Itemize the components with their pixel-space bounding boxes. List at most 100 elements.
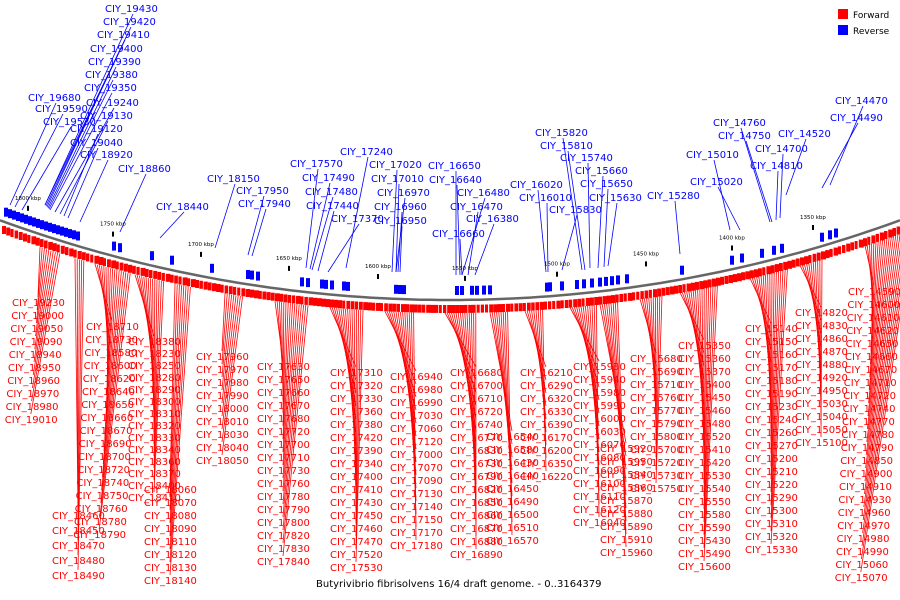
reverse-gene-arrow <box>820 232 824 242</box>
forward-gene-label: CIY_18450 <box>52 526 105 537</box>
forward-leader-line <box>30 253 61 415</box>
forward-gene-arrow <box>678 285 682 293</box>
forward-leader-line <box>98 273 131 530</box>
forward-gene-label: CIY_14620 <box>846 326 899 337</box>
forward-gene-label: CIY_14830 <box>795 321 848 332</box>
forward-gene-label: CIY_18300 <box>128 397 181 408</box>
forward-gene-label: CIY_15480 <box>678 419 731 430</box>
forward-gene-arrow <box>623 293 627 302</box>
forward-gene-label: CIY_16880 <box>450 537 503 548</box>
reverse-gene-label: CIY_18860 <box>118 164 171 175</box>
forward-gene-label: CIY_14970 <box>837 521 890 532</box>
forward-gene-label: CIY_15310 <box>745 519 798 530</box>
forward-gene-arrow <box>522 303 526 311</box>
forward-gene-label: CIY_15410 <box>678 445 731 456</box>
reverse-gene-arrow <box>250 270 254 280</box>
forward-gene-label: CIY_17730 <box>257 466 310 477</box>
forward-gene-arrow <box>304 296 308 305</box>
forward-gene-arrow <box>892 228 896 236</box>
forward-gene-label: CIY_17130 <box>390 489 443 500</box>
forward-gene-arrow <box>111 260 117 269</box>
forward-gene-label: CIY_15520 <box>678 432 731 443</box>
reverse-gene-arrow <box>475 285 479 295</box>
reverse-gene-label: CIY_15280 <box>647 191 700 202</box>
forward-gene-arrow <box>94 255 100 264</box>
reverse-gene-label: CIY_15020 <box>690 177 743 188</box>
forward-leader-line <box>100 272 127 504</box>
forward-gene-label: CIY_15920 <box>600 444 653 455</box>
forward-gene-arrow <box>720 276 724 285</box>
forward-gene-arrow <box>594 297 599 305</box>
forward-gene-arrow <box>203 281 208 290</box>
forward-leader-line <box>868 239 883 391</box>
reverse-leader-line <box>674 200 681 255</box>
forward-gene-arrow <box>321 298 327 307</box>
forward-gene-label: CIY_16490 <box>486 497 539 508</box>
reverse-gene-arrow <box>24 214 28 224</box>
ruler-label: 1650 kbp <box>276 256 302 262</box>
forward-gene-label: CIY_17530 <box>330 563 383 574</box>
forward-gene-arrow <box>300 296 304 305</box>
reverse-gene-label: CIY_15810 <box>540 141 593 152</box>
forward-gene-arrow <box>10 229 14 237</box>
forward-gene-arrow <box>384 303 388 312</box>
forward-gene-label: CIY_18640 <box>82 387 135 398</box>
reverse-gene-label: CIY_16480 <box>457 188 510 199</box>
forward-gene-label: CIY_15220 <box>745 480 798 491</box>
forward-leader-line <box>861 300 900 560</box>
forward-gene-label: CIY_16680 <box>450 368 503 379</box>
forward-gene-label: CIY_18960 <box>7 376 60 387</box>
forward-leader-line <box>870 241 877 352</box>
reverse-gene-arrow <box>76 231 80 241</box>
forward-gene-arrow <box>279 293 284 302</box>
forward-gene-label: CIY_14780 <box>841 430 894 441</box>
forward-gene-label: CIY_15160 <box>745 350 798 361</box>
forward-gene-arrow <box>653 289 658 298</box>
forward-gene-label: CIY_15840 <box>600 470 653 481</box>
forward-gene-label: CIY_17340 <box>330 459 383 470</box>
gene-track <box>2 207 900 313</box>
forward-gene-arrow <box>703 280 708 289</box>
reverse-gene-arrow <box>36 218 40 228</box>
reverse-gene-label: CIY_16470 <box>450 202 503 213</box>
reverse-gene-arrow <box>828 230 832 240</box>
forward-gene-arrow <box>682 284 686 293</box>
forward-gene-label: CIY_17460 <box>330 524 383 535</box>
forward-gene-arrow <box>711 278 717 287</box>
forward-gene-arrow <box>401 304 406 313</box>
forward-gene-arrow <box>804 256 809 265</box>
reverse-gene-label: CIY_19530 <box>43 117 96 128</box>
reverse-leader-line <box>717 186 741 231</box>
forward-gene-label: CIY_18970 <box>6 389 59 400</box>
reverse-leader-line <box>48 79 114 210</box>
forward-gene-arrow <box>430 304 436 313</box>
forward-leader-line <box>617 302 627 548</box>
reverse-gene-arrow <box>20 213 24 223</box>
forward-gene-arrow <box>501 304 506 312</box>
forward-gene-arrow <box>531 302 535 311</box>
forward-gene-arrow <box>140 267 146 276</box>
reverse-gene-arrow <box>118 243 122 253</box>
ruler-tick <box>645 261 647 267</box>
forward-gene-label: CIY_16860 <box>450 511 503 522</box>
forward-leader-line <box>282 304 302 518</box>
reverse-gene-label: CIY_17240 <box>340 147 393 158</box>
forward-gene-label: CIY_17760 <box>257 479 310 490</box>
ruler-tick <box>288 265 290 271</box>
forward-leader-line <box>820 259 823 438</box>
forward-gene-arrow <box>123 263 128 272</box>
forward-gene-arrow <box>153 270 158 279</box>
forward-gene-arrow <box>115 261 119 270</box>
forward-gene-label: CIY_17090 <box>390 476 443 487</box>
forward-gene-arrow <box>266 292 271 301</box>
forward-leader-line <box>282 303 298 492</box>
reverse-gene-arrow <box>72 230 76 240</box>
reverse-gene-label: CIY_19240 <box>86 98 139 109</box>
forward-gene-arrow <box>564 300 569 308</box>
forward-gene-arrow <box>216 284 221 292</box>
reverse-gene-arrow <box>320 279 324 289</box>
forward-gene-arrow <box>816 252 821 261</box>
reverse-gene-arrow <box>772 245 776 255</box>
reverse-leader-line <box>214 183 236 249</box>
forward-leader-line <box>33 250 52 363</box>
